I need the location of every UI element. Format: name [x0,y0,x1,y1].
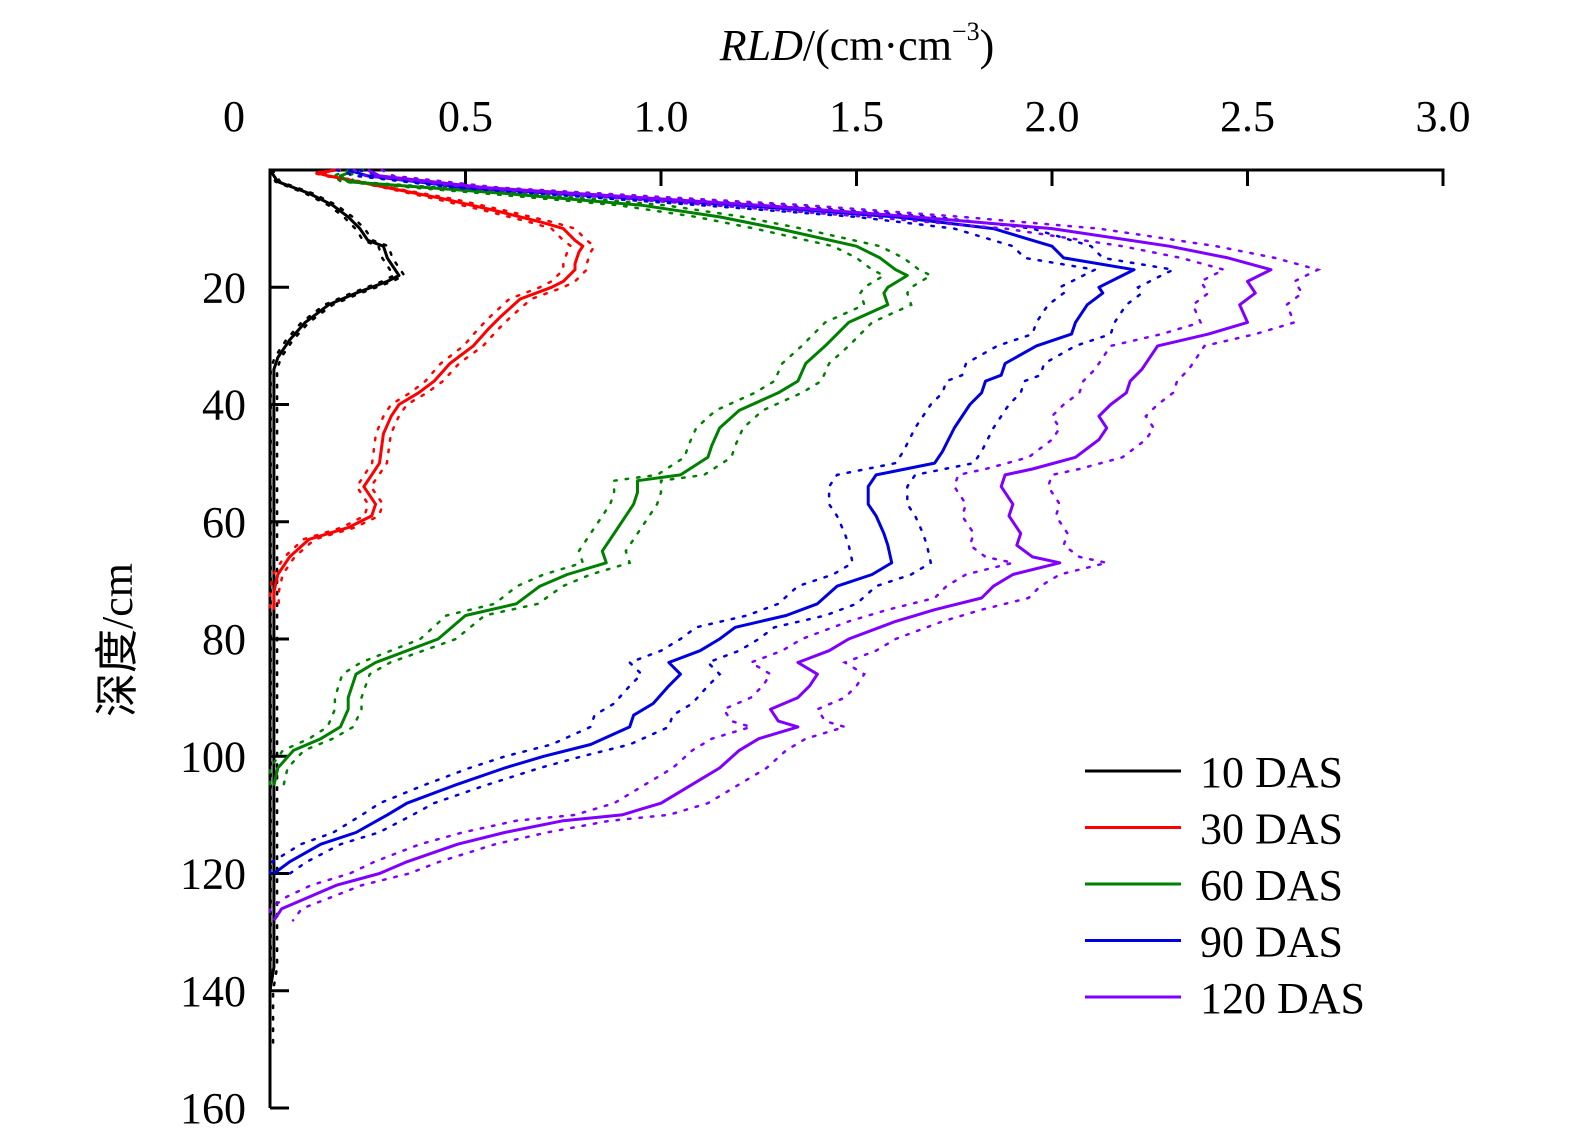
legend-label: 120 DAS [1200,974,1365,1023]
legend-label: 60 DAS [1200,861,1343,910]
x-tick-label: 1.5 [829,92,884,141]
x-tick-label: 0 [223,92,245,141]
y-axis-title: 深度/cm [93,563,142,717]
lower-bound-line [268,168,887,787]
y-tick-label: 40 [202,381,246,430]
x-axis-title-sup: −3 [952,17,980,46]
series-mean-line [273,168,1136,875]
svg-text:RLD/(cm·cm−3): RLD/(cm·cm−3) [719,17,995,70]
legend-item: 90 DAS [1085,918,1343,967]
upper-bound-line [282,168,934,787]
x-axis-title-unit: /(cm·cm [803,21,952,70]
series-90-das [268,168,1178,875]
x-tick-label: 2.0 [1025,92,1080,141]
x-axis-title-var: RLD [719,21,803,70]
series-120-das [268,168,1322,922]
y-axis-title-text: 深度/cm [93,563,142,717]
lower-bound-line [268,168,1100,875]
y-tick-label: 160 [180,1084,246,1133]
upper-bound-line [271,168,407,1051]
series-60-das [268,168,934,787]
axes [268,168,1445,1108]
x-ticks: 0 0.5 1.0 1.5 2.0 2.5 3.0 [223,92,1471,186]
lower-bound-line [268,168,396,1051]
x-tick-label: 0.5 [438,92,493,141]
x-tick-label: 3.0 [1416,92,1471,141]
series-10-das [268,168,407,1051]
upper-bound-line [291,168,1322,922]
legend-item: 120 DAS [1085,974,1365,1023]
series-30-das [268,168,597,611]
legend: 10 DAS 30 DAS 60 DAS 90 DAS 120 DAS [1085,748,1365,1023]
upper-bound-line [288,168,1178,875]
x-axis-title: RLD/(cm·cm−3) [719,17,995,70]
y-tick-label: 120 [180,850,246,899]
lower-bound-line [268,168,1228,922]
lower-bound-line [268,168,573,611]
legend-item: 10 DAS [1085,748,1343,797]
y-tick-label: 140 [180,967,246,1016]
y-tick-label: 80 [202,615,246,664]
upper-bound-line [277,168,597,611]
series-layer [268,168,1322,1051]
legend-item: 30 DAS [1085,805,1343,854]
series-mean-line [272,168,585,610]
x-axis-title-close: ) [980,21,995,70]
series-mean-line [272,168,909,786]
legend-item: 60 DAS [1085,861,1343,910]
legend-label: 90 DAS [1200,918,1343,967]
x-tick-label: 1.0 [634,92,689,141]
x-tick-label: 2.5 [1220,92,1275,141]
y-tick-label: 60 [202,498,246,547]
series-mean-line [272,168,1273,922]
y-tick-label: 20 [202,263,246,312]
legend-label: 10 DAS [1200,748,1343,797]
y-tick-label: 100 [180,732,246,781]
y-ticks: 20 40 60 80 100 120 140 160 [180,263,289,1133]
series-mean-line [268,169,401,1050]
legend-label: 30 DAS [1200,805,1343,854]
